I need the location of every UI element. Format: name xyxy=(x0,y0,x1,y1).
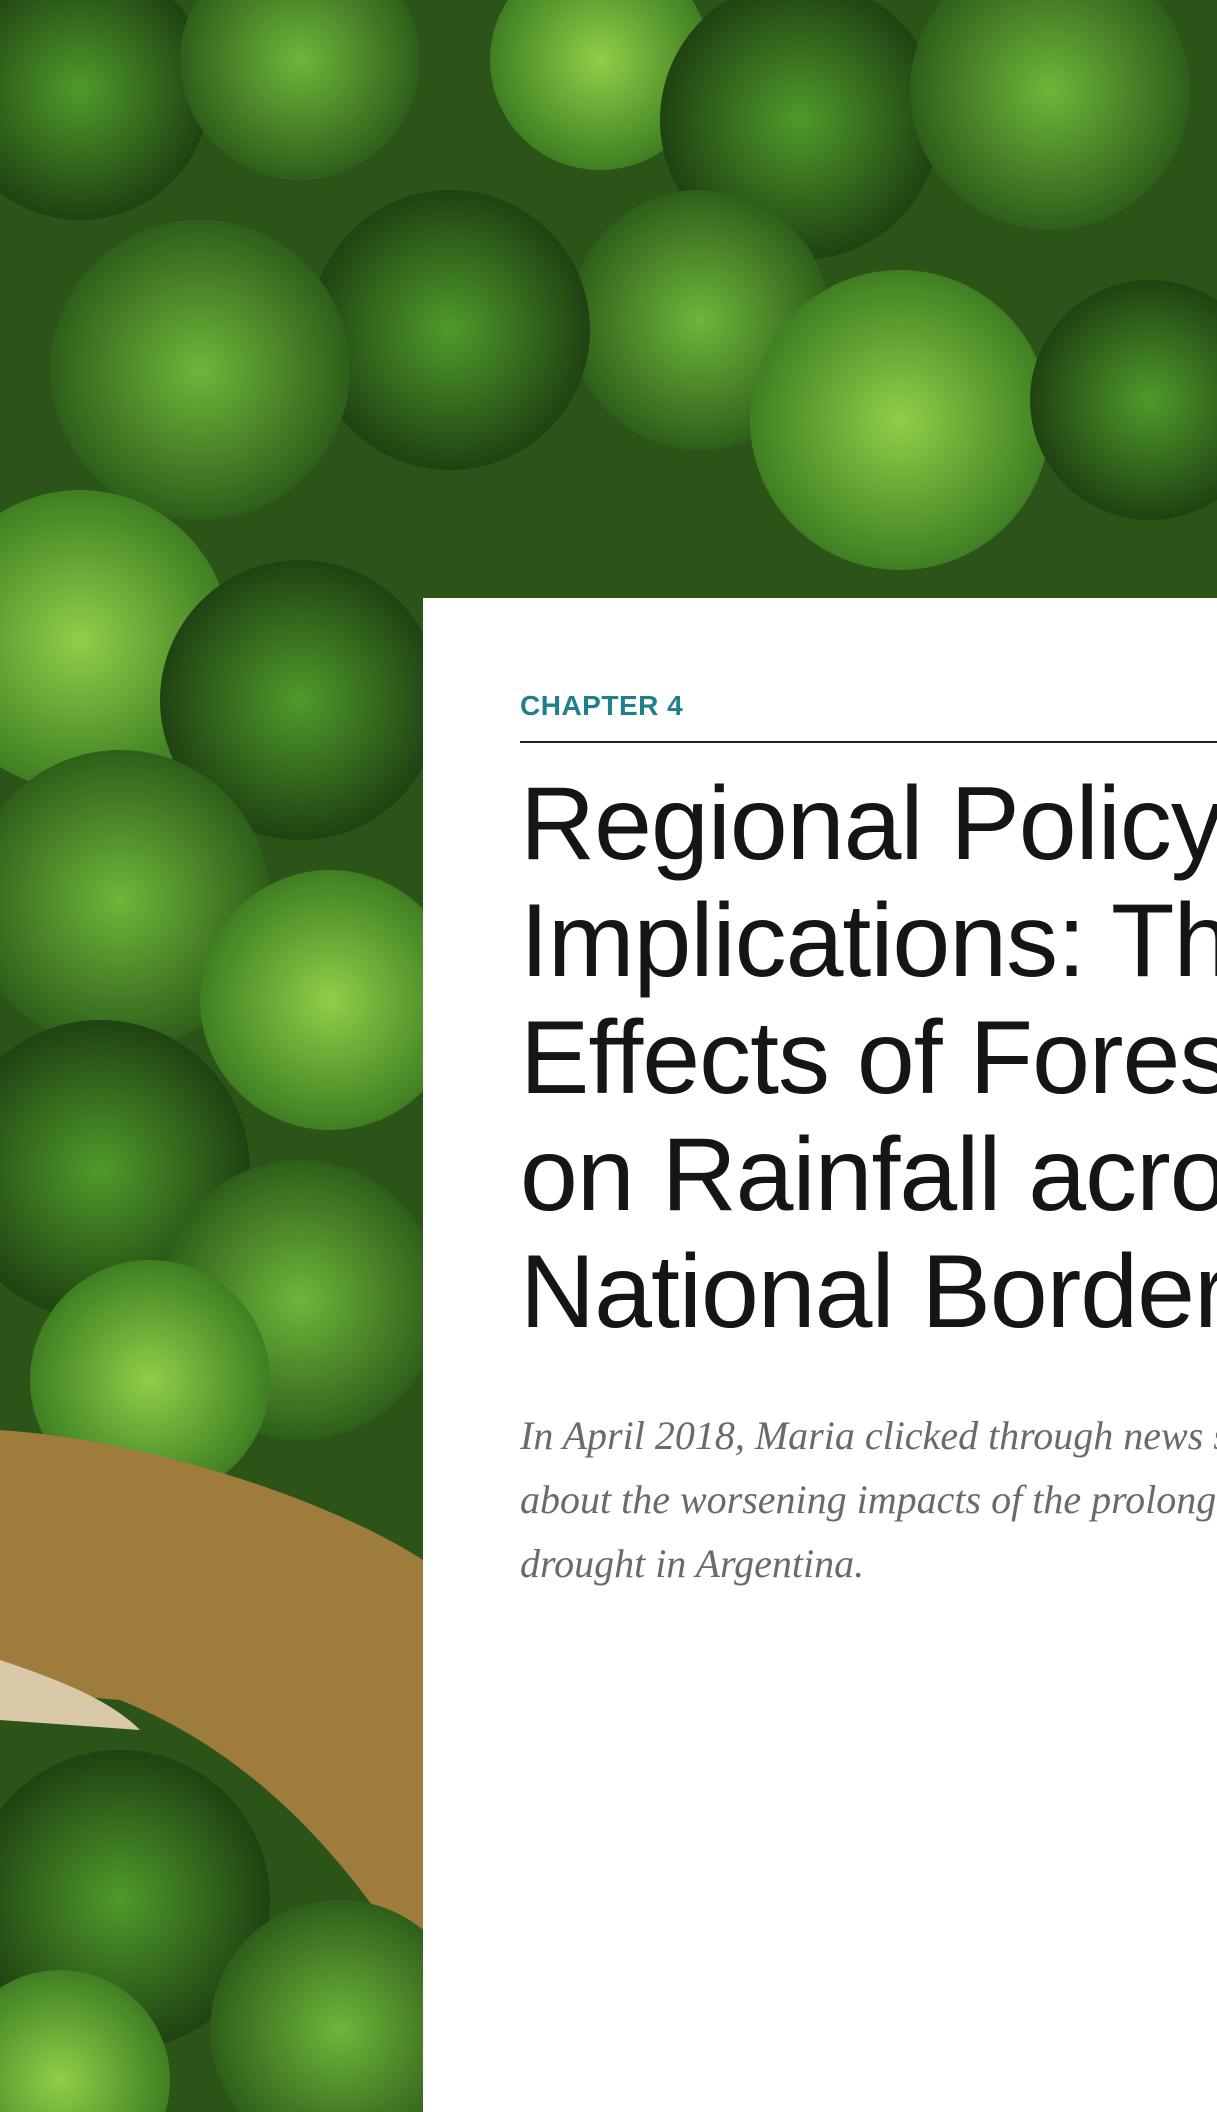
intro-text: In April 2018, Maria clicked through new… xyxy=(520,1404,1217,1596)
title-line: Effects of Forests xyxy=(520,1000,1217,1116)
content-panel: CHAPTER 4 Regional Policy Implications: T… xyxy=(423,598,1217,2112)
chapter-label: CHAPTER 4 xyxy=(520,690,684,721)
intro-line: about the worsening impacts of the prolo… xyxy=(520,1477,1217,1522)
intro-line: In April 2018, Maria clicked through new… xyxy=(520,1413,1217,1458)
title-line: National Borders xyxy=(520,1234,1217,1350)
chapter-title: Regional Policy Implications: The Effects … xyxy=(520,766,1217,1351)
title-line: Implications: The xyxy=(520,883,1217,999)
divider xyxy=(520,741,1217,743)
intro-line: drought in Argentina. xyxy=(520,1541,865,1586)
title-line: Regional Policy xyxy=(520,766,1217,882)
title-line: on Rainfall across xyxy=(520,1117,1217,1233)
